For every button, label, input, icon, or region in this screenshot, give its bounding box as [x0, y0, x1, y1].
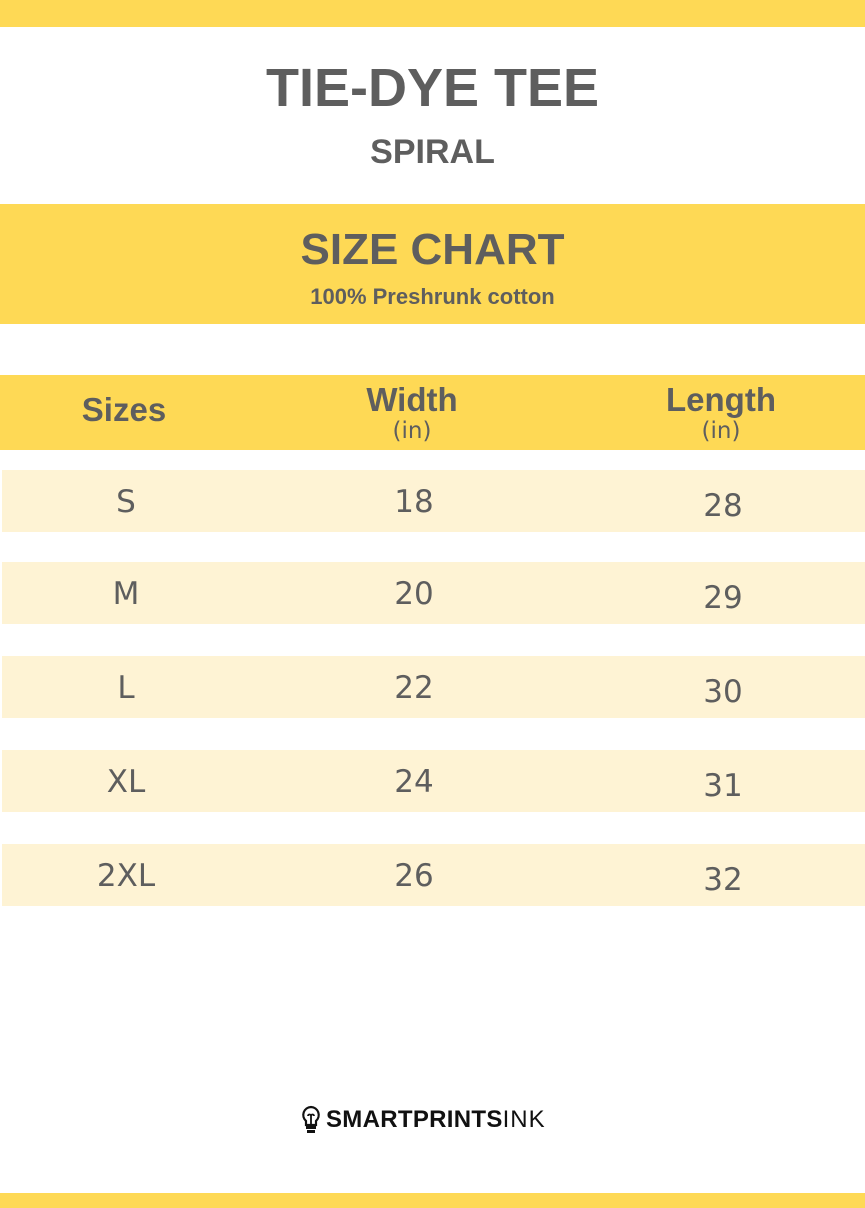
size-cell: M	[112, 576, 140, 612]
page-subtitle: SPIRAL	[370, 133, 495, 171]
length-cell: 29	[703, 580, 743, 616]
page-title: TIE-DYE TEE	[265, 58, 600, 118]
header-sizes: Sizes	[81, 391, 167, 428]
chart-title: SIZE CHART	[300, 225, 565, 274]
width-cell: 26	[394, 858, 434, 894]
size-cell: S	[116, 484, 136, 520]
table-row: L 22 30	[2, 656, 865, 718]
size-cell: XL	[106, 764, 146, 800]
header-length: Length (in)	[601, 381, 841, 443]
header-length-label: Length	[666, 381, 776, 418]
table-row: 2XL 26 32	[2, 844, 865, 906]
logo-text-light: INK	[502, 1106, 546, 1133]
width-cell: 20	[394, 576, 434, 612]
header-width: Width (in)	[292, 381, 532, 443]
table-header: Sizes Width (in) Length (in)	[0, 375, 865, 450]
logo-text-bold: SMARTPRINTS	[326, 1106, 503, 1133]
table-row: M 20 29	[2, 562, 865, 624]
size-cell: L	[117, 670, 135, 706]
top-bar	[0, 0, 865, 27]
header-width-unit: (in)	[392, 418, 432, 444]
chart-title-band	[0, 204, 865, 324]
width-cell: 18	[394, 484, 434, 520]
chart-subtitle: 100% Preshrunk cotton	[310, 284, 555, 309]
header-width-label: Width	[366, 381, 458, 418]
length-cell: 28	[703, 488, 743, 524]
bottom-bar	[0, 1193, 865, 1208]
table-row: XL 24 31	[2, 750, 865, 812]
brand-logo: SMARTPRINTS INK	[300, 1104, 546, 1136]
width-cell: 24	[394, 764, 434, 800]
lightbulb-icon	[302, 1105, 320, 1133]
length-cell: 31	[703, 768, 743, 804]
width-cell: 22	[394, 670, 434, 706]
length-cell: 32	[703, 862, 743, 898]
size-cell: 2XL	[96, 858, 156, 894]
header-length-unit: (in)	[701, 418, 741, 444]
table-row: S 18 28	[2, 470, 865, 532]
length-cell: 30	[703, 674, 743, 710]
